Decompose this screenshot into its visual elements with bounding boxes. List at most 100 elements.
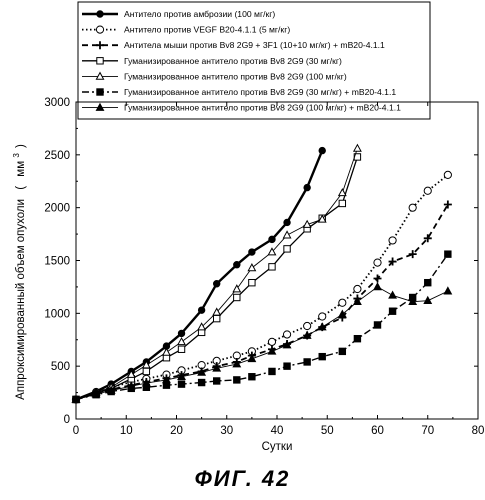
- legend-swatch-marker: [96, 88, 104, 96]
- series-1-point: [318, 146, 326, 155]
- series-5-point: [337, 188, 347, 197]
- series-1-point: [197, 306, 206, 314]
- series-7-point: [352, 296, 362, 306]
- legend: Антитело против амброзии (100 мг/кг) Анти…: [77, 1, 431, 120]
- series-4-point: [142, 367, 151, 376]
- series-6-point: [197, 378, 206, 387]
- y-axis-label: Аппроксимированный объем опухоли ( мм 3 …: [10, 144, 27, 400]
- series-4-point: [283, 245, 291, 253]
- series-2-point: [318, 312, 327, 321]
- series-2-point: [408, 203, 417, 212]
- series-7-point: [106, 385, 116, 394]
- series-7-point: [197, 367, 207, 376]
- legend-label: Антитела мыши против Bv8 2G9 + 3F1 (10+1…: [124, 40, 385, 50]
- series-4-point: [338, 199, 347, 208]
- series-7-point: [408, 296, 418, 306]
- series-7-point: [247, 353, 257, 363]
- series-4-point: [213, 314, 221, 323]
- series-2-point: [443, 170, 452, 180]
- series-5-point: [352, 143, 362, 152]
- legend-label: Гуманизированное антитело против Bv8 2G9…: [124, 71, 347, 81]
- series-3-point: [388, 257, 397, 266]
- series-7-point: [317, 322, 327, 331]
- series-7-point: [212, 363, 222, 372]
- series-2-point: [388, 236, 397, 245]
- series-2-point: [303, 321, 312, 331]
- series-5-point: [247, 263, 257, 272]
- series-2-point: [282, 330, 292, 339]
- x-tick-label: 80: [472, 425, 485, 437]
- y-tick-label: 1500: [44, 256, 70, 268]
- y-tick-label: 500: [51, 361, 70, 373]
- y-tick-label: 2000: [44, 203, 70, 215]
- series-1-point: [248, 248, 256, 256]
- series-7-point: [302, 330, 312, 339]
- series-7-point: [126, 381, 136, 390]
- y-tick-label: 1000: [44, 308, 70, 320]
- tumor-volume-chart: Антитело против амброзии (100 мг/кг) Анти…: [10, 1, 485, 453]
- series-3-point: [423, 234, 432, 243]
- x-tick-label: 0: [73, 425, 79, 437]
- legend-swatch-marker: [96, 10, 104, 18]
- series-6-point: [424, 278, 432, 287]
- legend-box: [77, 1, 431, 120]
- y-axis-label-main: Аппроксимированный объем опухоли: [15, 199, 27, 400]
- series-6-point: [268, 367, 276, 376]
- series-3-point: [373, 274, 382, 283]
- series-6-point: [373, 321, 382, 329]
- series-3-line: [75, 204, 449, 401]
- series-5-point: [232, 284, 242, 293]
- x-tick-label: 20: [170, 425, 183, 437]
- series-6-line: [75, 253, 449, 401]
- series-5-point: [267, 247, 277, 256]
- series-7-point: [373, 282, 382, 291]
- series-1-point: [233, 261, 241, 269]
- y-tick-label: 2500: [44, 150, 70, 162]
- series-4-point: [233, 293, 241, 302]
- series-7-point: [443, 286, 453, 295]
- series-6-point: [177, 380, 186, 388]
- series-1-point: [303, 183, 311, 192]
- series-2-line: [75, 174, 449, 401]
- series-5-point: [197, 322, 207, 331]
- legend-swatch-marker: [95, 25, 105, 34]
- series-1-point: [213, 280, 221, 288]
- series-3-point: [443, 200, 452, 209]
- series-7: [71, 282, 453, 403]
- series-5-point: [177, 337, 186, 346]
- y-axis-label-unit-power: 3: [12, 153, 21, 158]
- series-5-point: [126, 369, 136, 378]
- series-6-point: [233, 376, 241, 384]
- y-axis-label-paren-open: (: [15, 186, 27, 190]
- legend-label: Гуманизированное антитело против Bv8 2G9…: [124, 56, 342, 66]
- series-6-point: [303, 358, 311, 366]
- series-6-point: [283, 362, 291, 370]
- series-6-point: [248, 373, 256, 381]
- series-5-point: [317, 214, 327, 223]
- x-tick-label: 10: [120, 425, 133, 437]
- series-2-point: [373, 258, 382, 267]
- legend-swatch-marker: [95, 102, 105, 111]
- series-7-point: [177, 371, 186, 381]
- y-tick-label: 0: [64, 414, 70, 426]
- series-6-point: [338, 347, 347, 356]
- series-2: [71, 170, 452, 404]
- legend-label: Гуманизированное антитело против Bv8 2G9…: [124, 103, 401, 113]
- series-4-point: [177, 345, 186, 353]
- series-4-point: [248, 278, 256, 287]
- figure-caption: ФИГ. 42: [194, 466, 291, 491]
- legend-swatch-marker: [96, 57, 104, 65]
- y-tick-label: 3000: [44, 97, 70, 109]
- series-6-point: [388, 307, 397, 315]
- series-7-point: [423, 295, 433, 304]
- series-5-point: [212, 307, 222, 316]
- series-6-point: [353, 334, 362, 343]
- series-7-point: [162, 375, 171, 384]
- x-axis-label: Сутки: [262, 441, 293, 453]
- series-5-point: [162, 347, 171, 356]
- y-axis-label-paren-close: ): [15, 144, 27, 148]
- y-axis-label-unit: мм: [15, 161, 27, 177]
- series-6-point: [444, 250, 452, 258]
- series-1-point: [283, 218, 291, 227]
- legend-swatch-marker: [95, 71, 105, 80]
